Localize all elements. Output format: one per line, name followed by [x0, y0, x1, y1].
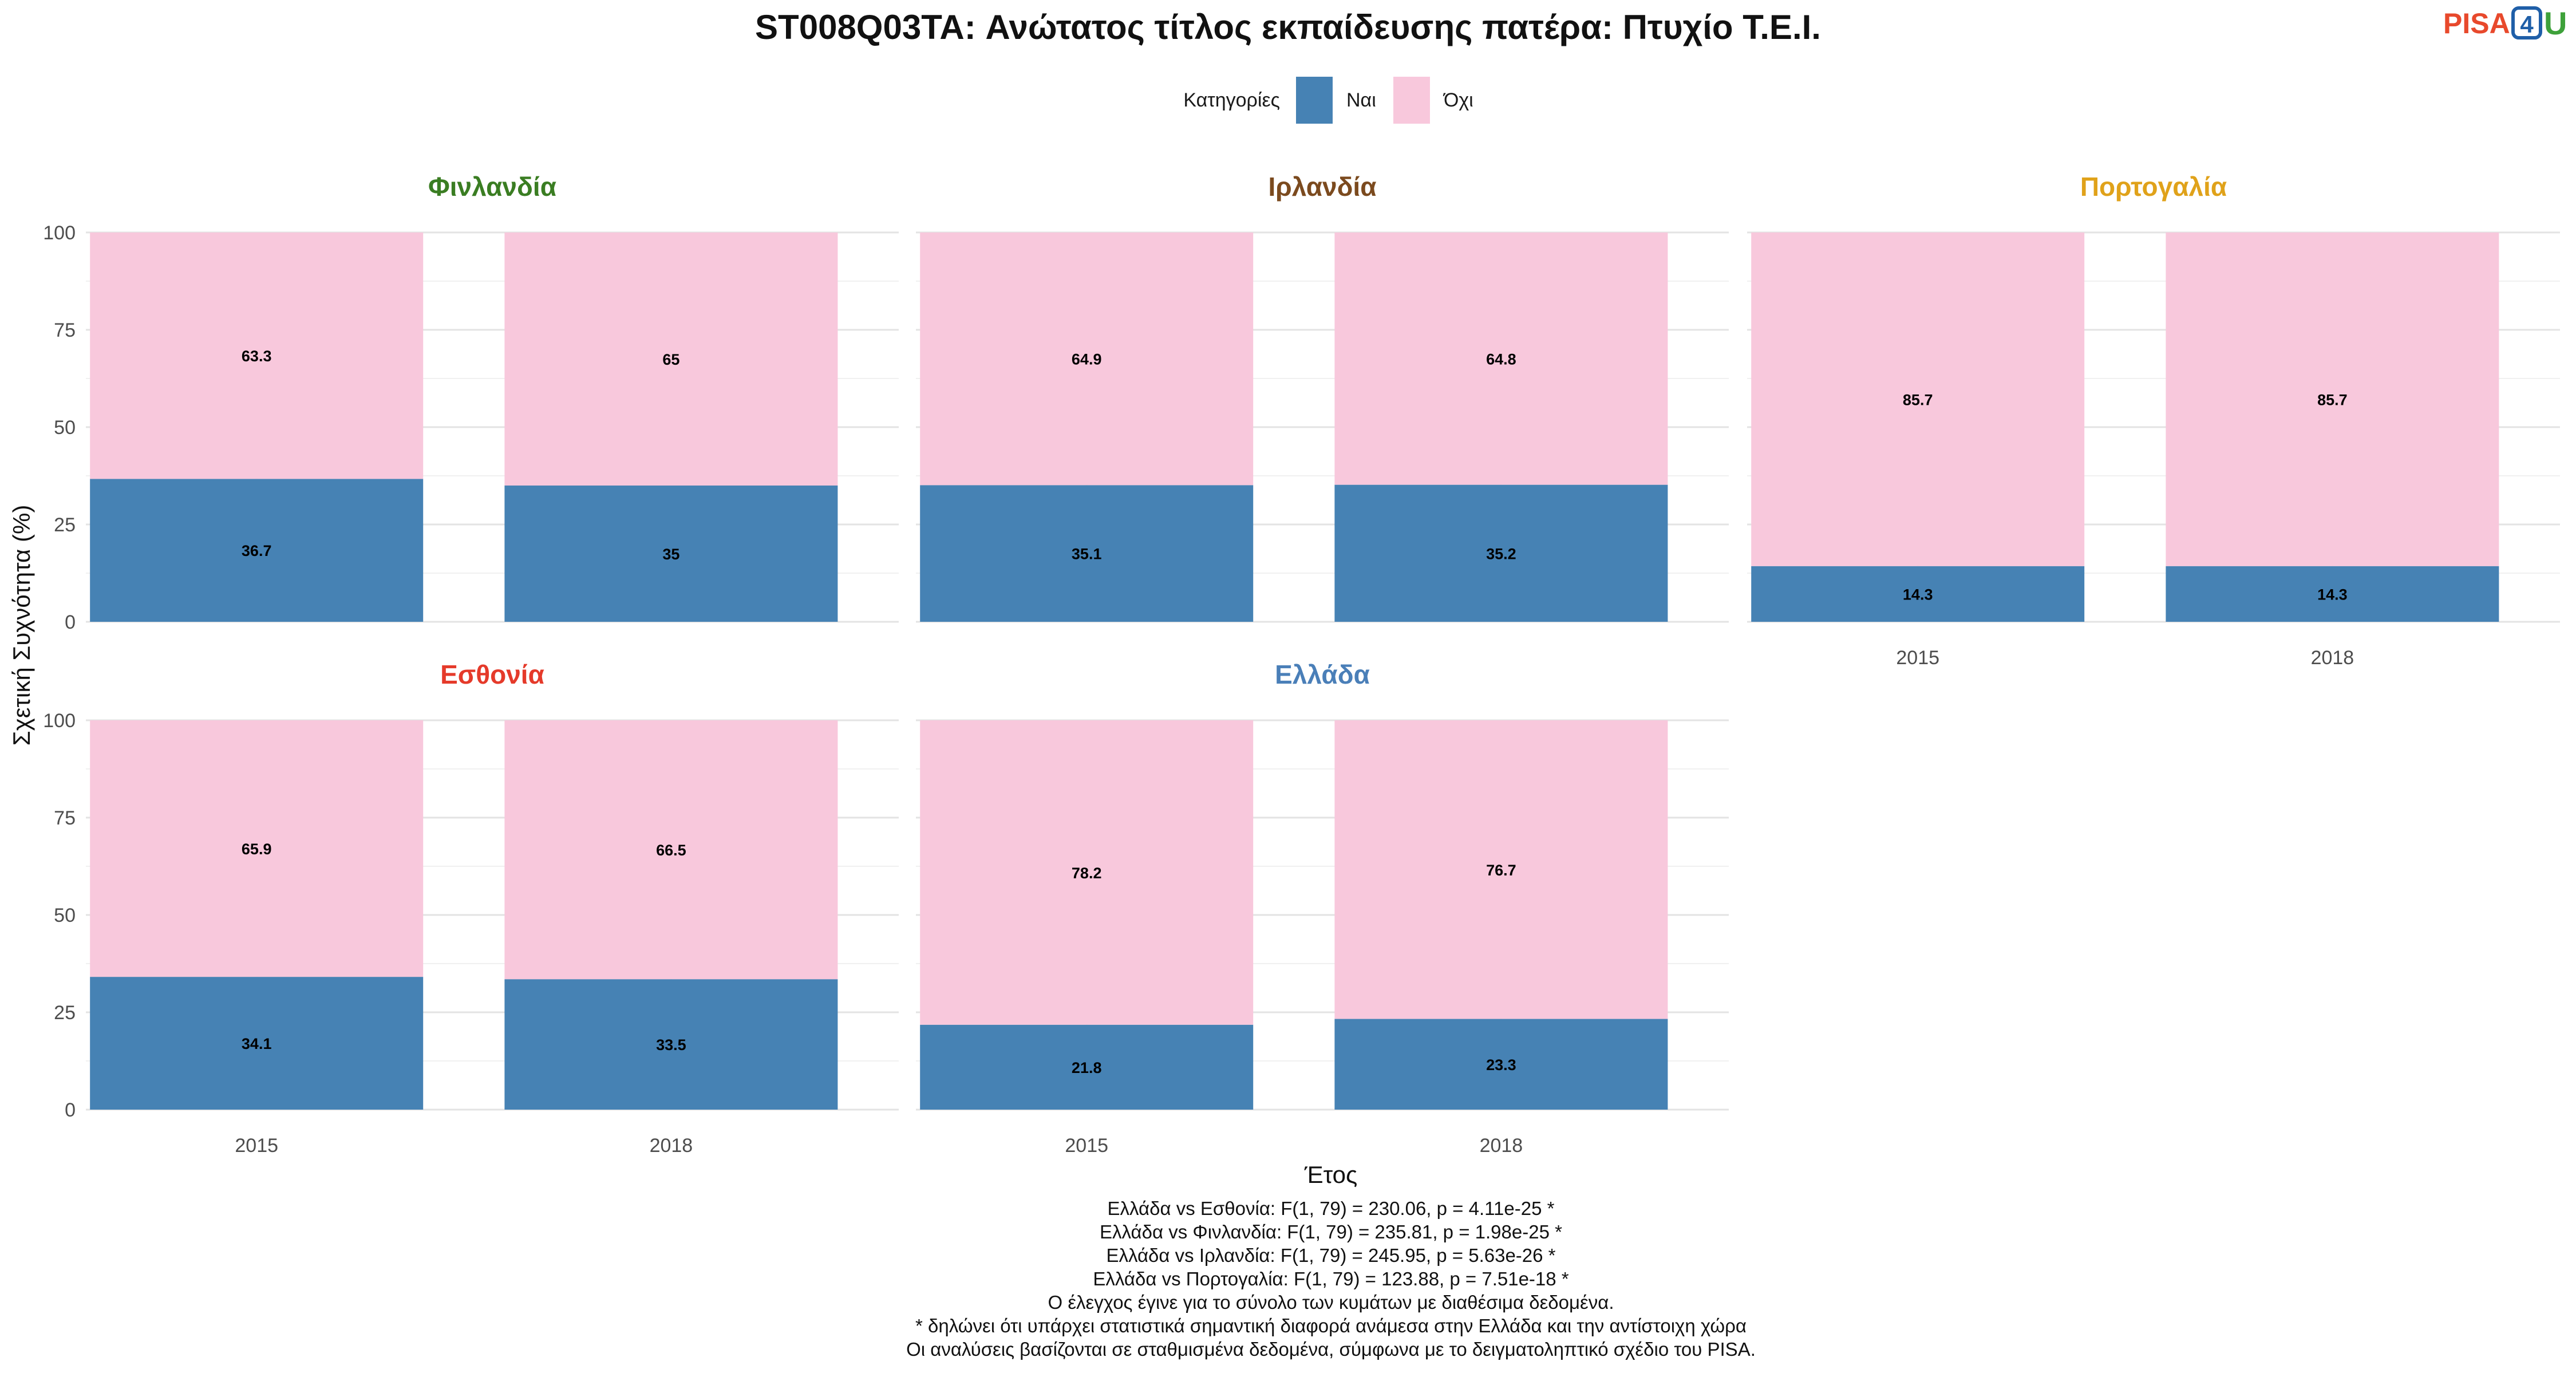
bar-value-label: 36.7 [242, 542, 272, 559]
footnote-line: Ελλάδα vs Ιρλανδία: F(1, 79) = 245.95, p… [1106, 1245, 1555, 1266]
bar-no [2166, 232, 2499, 566]
bar-no [90, 720, 424, 977]
bar-yes [1751, 566, 2085, 622]
legend-title: Κατηγορίες [1183, 89, 1280, 111]
y-tick-label: 25 [54, 514, 76, 536]
footnote-line: * δηλώνει ότι υπάρχει στατιστικά σημαντι… [915, 1315, 1747, 1336]
bar-value-label: 78.2 [1072, 865, 1102, 882]
bar-no [920, 720, 1254, 1025]
bar-yes [1334, 484, 1668, 622]
y-tick-label: 25 [54, 1002, 76, 1024]
bar-no [1334, 232, 1668, 485]
footnote-line: Ελλάδα vs Φινλανδία: F(1, 79) = 235.81, … [1100, 1221, 1562, 1242]
x-tick-label: 2018 [2311, 647, 2354, 669]
footnote-line: Οι αναλύσεις βασίζονται σε σταθμισμένα δ… [906, 1339, 1756, 1360]
x-tick-label: 2015 [235, 1135, 278, 1157]
chart-title: ST008Q03TA: Ανώτατος τίτλος εκπαίδευσης … [755, 8, 1821, 46]
y-tick-label: 0 [65, 1099, 76, 1121]
bar-yes [2166, 566, 2499, 622]
bar-no [90, 232, 424, 479]
y-tick-label: 50 [54, 417, 76, 439]
bar-value-label: 85.7 [2317, 391, 2348, 408]
bar-value-label: 21.8 [1072, 1059, 1102, 1076]
bar-no [504, 232, 838, 486]
panel-title: Ελλάδα [1275, 660, 1370, 689]
bar-value-label: 35 [662, 546, 679, 563]
bar-yes [90, 977, 424, 1110]
bar-yes [504, 979, 838, 1110]
x-tick-label: 2018 [650, 1135, 693, 1157]
bar-value-label: 35.1 [1072, 546, 1102, 563]
y-tick-label: 100 [43, 222, 76, 244]
logo-text-pisa: PISA [2443, 7, 2510, 40]
y-tick-label: 100 [43, 710, 76, 732]
bar-value-label: 33.5 [656, 1036, 686, 1054]
bar-no [1334, 720, 1668, 1019]
bar-yes [920, 485, 1254, 622]
footnote-line: Ο έλεγχος έγινε για το σύνολο των κυμάτω… [1048, 1292, 1614, 1313]
bar-value-label: 85.7 [1903, 391, 1933, 408]
y-tick-label: 50 [54, 905, 76, 926]
logo-box [2511, 6, 2542, 40]
bar-value-label: 64.9 [1072, 351, 1102, 368]
legend-swatch-no [1393, 77, 1430, 124]
y-tick-label: 75 [54, 807, 76, 829]
bar-value-label: 63.3 [242, 348, 272, 365]
y-tick-label: 75 [54, 319, 76, 341]
legend-label-no: Όχι [1443, 89, 1473, 111]
x-axis-title: Έτος [1304, 1161, 1358, 1188]
bar-value-label: 34.1 [242, 1035, 272, 1052]
legend-swatch-yes [1296, 77, 1333, 124]
footnote-line: Ελλάδα vs Εσθονία: F(1, 79) = 230.06, p … [1108, 1198, 1555, 1219]
bar-no [504, 720, 838, 980]
bar-value-label: 14.3 [2317, 586, 2348, 603]
bar-value-label: 66.5 [656, 842, 686, 859]
bar-value-label: 76.7 [1486, 862, 1516, 879]
logo-text-u: U [2544, 5, 2567, 41]
bar-value-label: 64.8 [1486, 350, 1516, 368]
y-axis-title: Σχετική Συχνότητα (%) [8, 505, 35, 746]
panel-title: Εσθονία [440, 660, 544, 689]
panel-title: Φινλανδία [428, 172, 556, 202]
x-tick-label: 2018 [1480, 1135, 1523, 1157]
bar-value-label: 23.3 [1486, 1056, 1516, 1074]
bar-value-label: 65 [662, 351, 679, 368]
footnote-line: Ελλάδα vs Πορτογαλία: F(1, 79) = 123.88,… [1093, 1268, 1568, 1289]
bar-no [920, 232, 1254, 486]
x-tick-label: 2015 [1896, 647, 1939, 669]
bar-value-label: 65.9 [242, 841, 272, 858]
logo-text-4: 4 [2520, 11, 2534, 38]
bar-yes [920, 1024, 1254, 1110]
panel-title: Πορτογαλία [2080, 172, 2227, 202]
y-tick-label: 0 [65, 611, 76, 633]
bar-no [1751, 232, 2085, 566]
bar-yes [1334, 1019, 1668, 1110]
legend-label-yes: Ναι [1346, 89, 1376, 111]
bar-value-label: 35.2 [1486, 545, 1516, 562]
bar-value-label: 14.3 [1903, 586, 1933, 603]
panel-title: Ιρλανδία [1268, 172, 1376, 202]
bar-yes [504, 486, 838, 622]
bar-yes [90, 479, 424, 622]
x-tick-label: 2015 [1065, 1135, 1108, 1157]
